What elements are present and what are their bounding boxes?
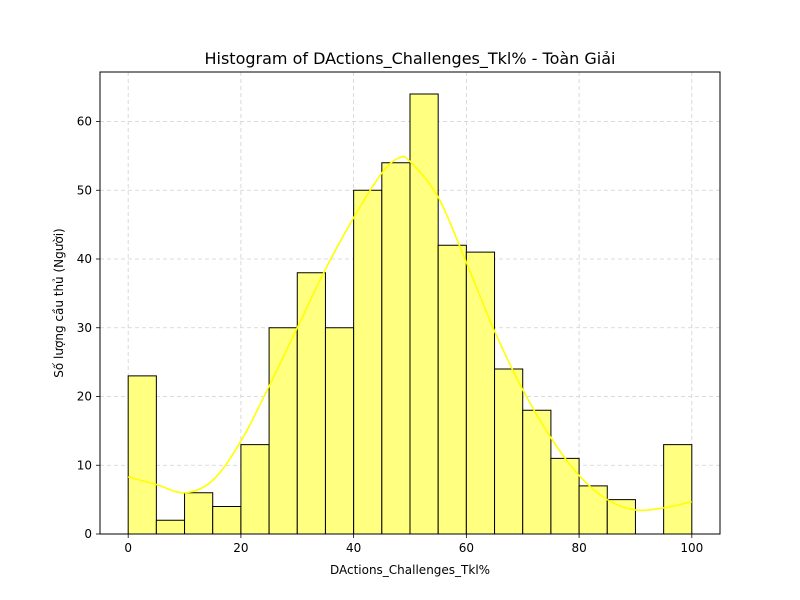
histogram-bar: [155, 519, 186, 535]
histogram-bar: [296, 272, 326, 535]
x-tick-label: 60: [459, 541, 474, 555]
histogram-bars: [127, 93, 693, 535]
histogram-bar: [212, 506, 242, 535]
x-axis-ticks: 0 20 40 60 80 100: [124, 534, 703, 555]
histogram-bar: [324, 327, 355, 535]
histogram-bar: [465, 251, 496, 535]
x-tick-label: 20: [233, 541, 248, 555]
histogram-bar: [409, 93, 439, 535]
plot-frame: [99, 71, 721, 535]
histogram-bar: [240, 444, 270, 535]
y-tick-label: 60: [77, 115, 92, 129]
chart-title: Histogram of DActions_Challenges_Tkl% - …: [204, 49, 615, 69]
x-tick-label: 0: [124, 541, 132, 555]
y-tick-label: 20: [77, 390, 92, 404]
histogram-bar: [494, 368, 524, 535]
histogram-bar: [522, 409, 552, 535]
y-tick-label: 10: [77, 458, 92, 472]
x-axis-label: DActions_Challenges_Tkl%: [330, 563, 490, 577]
y-axis-ticks: 0 10 20 30 40 50 60: [77, 115, 100, 541]
kde-line: [127, 155, 692, 512]
y-axis-label: Số lượng cầu thủ (Người): [52, 228, 66, 377]
histogram-bar: [606, 499, 636, 535]
y-tick-label: 50: [77, 183, 92, 197]
histogram-bar: [127, 375, 157, 535]
histogram-bar: [578, 485, 608, 535]
histogram-bar: [381, 162, 411, 535]
y-tick-label: 30: [77, 321, 92, 335]
kde-curve-group: [127, 155, 692, 512]
histogram-bar: [184, 492, 214, 535]
histogram-bar: [353, 189, 383, 535]
y-tick-label: 40: [77, 252, 92, 266]
histogram-bar: [437, 244, 467, 535]
x-tick-label: 100: [680, 541, 703, 555]
x-tick-label: 80: [571, 541, 586, 555]
histogram-bar: [663, 444, 693, 535]
x-tick-label: 40: [346, 541, 361, 555]
y-tick-label: 0: [84, 527, 92, 541]
